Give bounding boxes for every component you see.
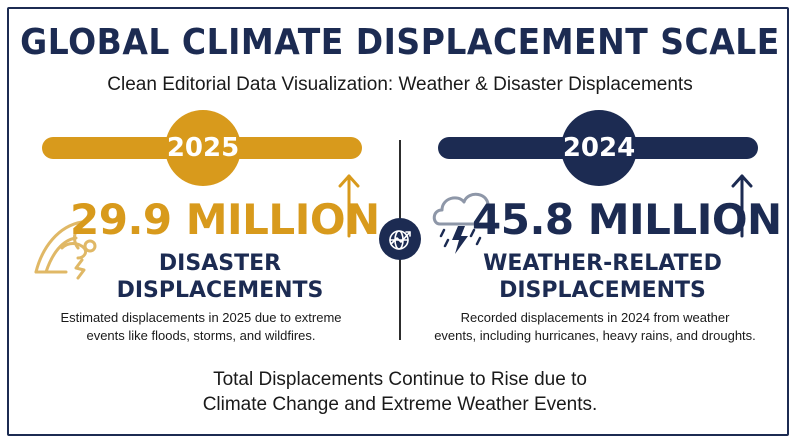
description-2024: Recorded displacements in 2024 from weat… [420, 309, 770, 345]
description-line: Estimated displacements in 2025 due to e… [60, 310, 342, 325]
description-line: events like floods, storms, and wildfire… [86, 328, 316, 343]
up-arrow-icon [338, 174, 360, 238]
disaster-wave-icon [34, 220, 97, 280]
value-2025: 29.9 MILLION [70, 195, 380, 244]
year-label: 2024 [562, 133, 636, 163]
globe-trend-icon [379, 218, 421, 260]
description-line: Recorded displacements in 2024 from weat… [460, 310, 730, 325]
category-line: DISPLACEMENTS [116, 278, 324, 303]
year-label: 2025 [166, 133, 240, 163]
category-line: DISASTER [158, 251, 282, 276]
infographic-frame [7, 7, 789, 436]
storm-cloud-icon [432, 192, 495, 254]
footer-note: Total Displacements Continue to Rise due… [0, 367, 800, 417]
category-label-weather: WEATHER-RELATED DISPLACEMENTS [450, 250, 755, 304]
year-badge-2025: 2025 [165, 110, 241, 186]
page-subtitle: Clean Editorial Data Visualization: Weat… [107, 74, 693, 95]
up-arrow-icon [731, 174, 753, 238]
value-2024: 45.8 MILLION [472, 195, 782, 244]
page-title: GLOBAL CLIMATE DISPLACEMENT SCALE [20, 20, 780, 63]
description-line: events, including hurricanes, heavy rain… [434, 328, 756, 343]
category-label-disaster: DISASTER DISPLACEMENTS [90, 250, 350, 304]
category-line: WEATHER-RELATED [483, 251, 722, 276]
category-line: DISPLACEMENTS [499, 278, 706, 303]
description-2025: Estimated displacements in 2025 due to e… [36, 309, 366, 345]
year-badge-2024: 2024 [561, 110, 637, 186]
footer-line: Climate Change and Extreme Weather Event… [202, 394, 598, 415]
footer-line: Total Displacements Continue to Rise due… [213, 369, 587, 390]
